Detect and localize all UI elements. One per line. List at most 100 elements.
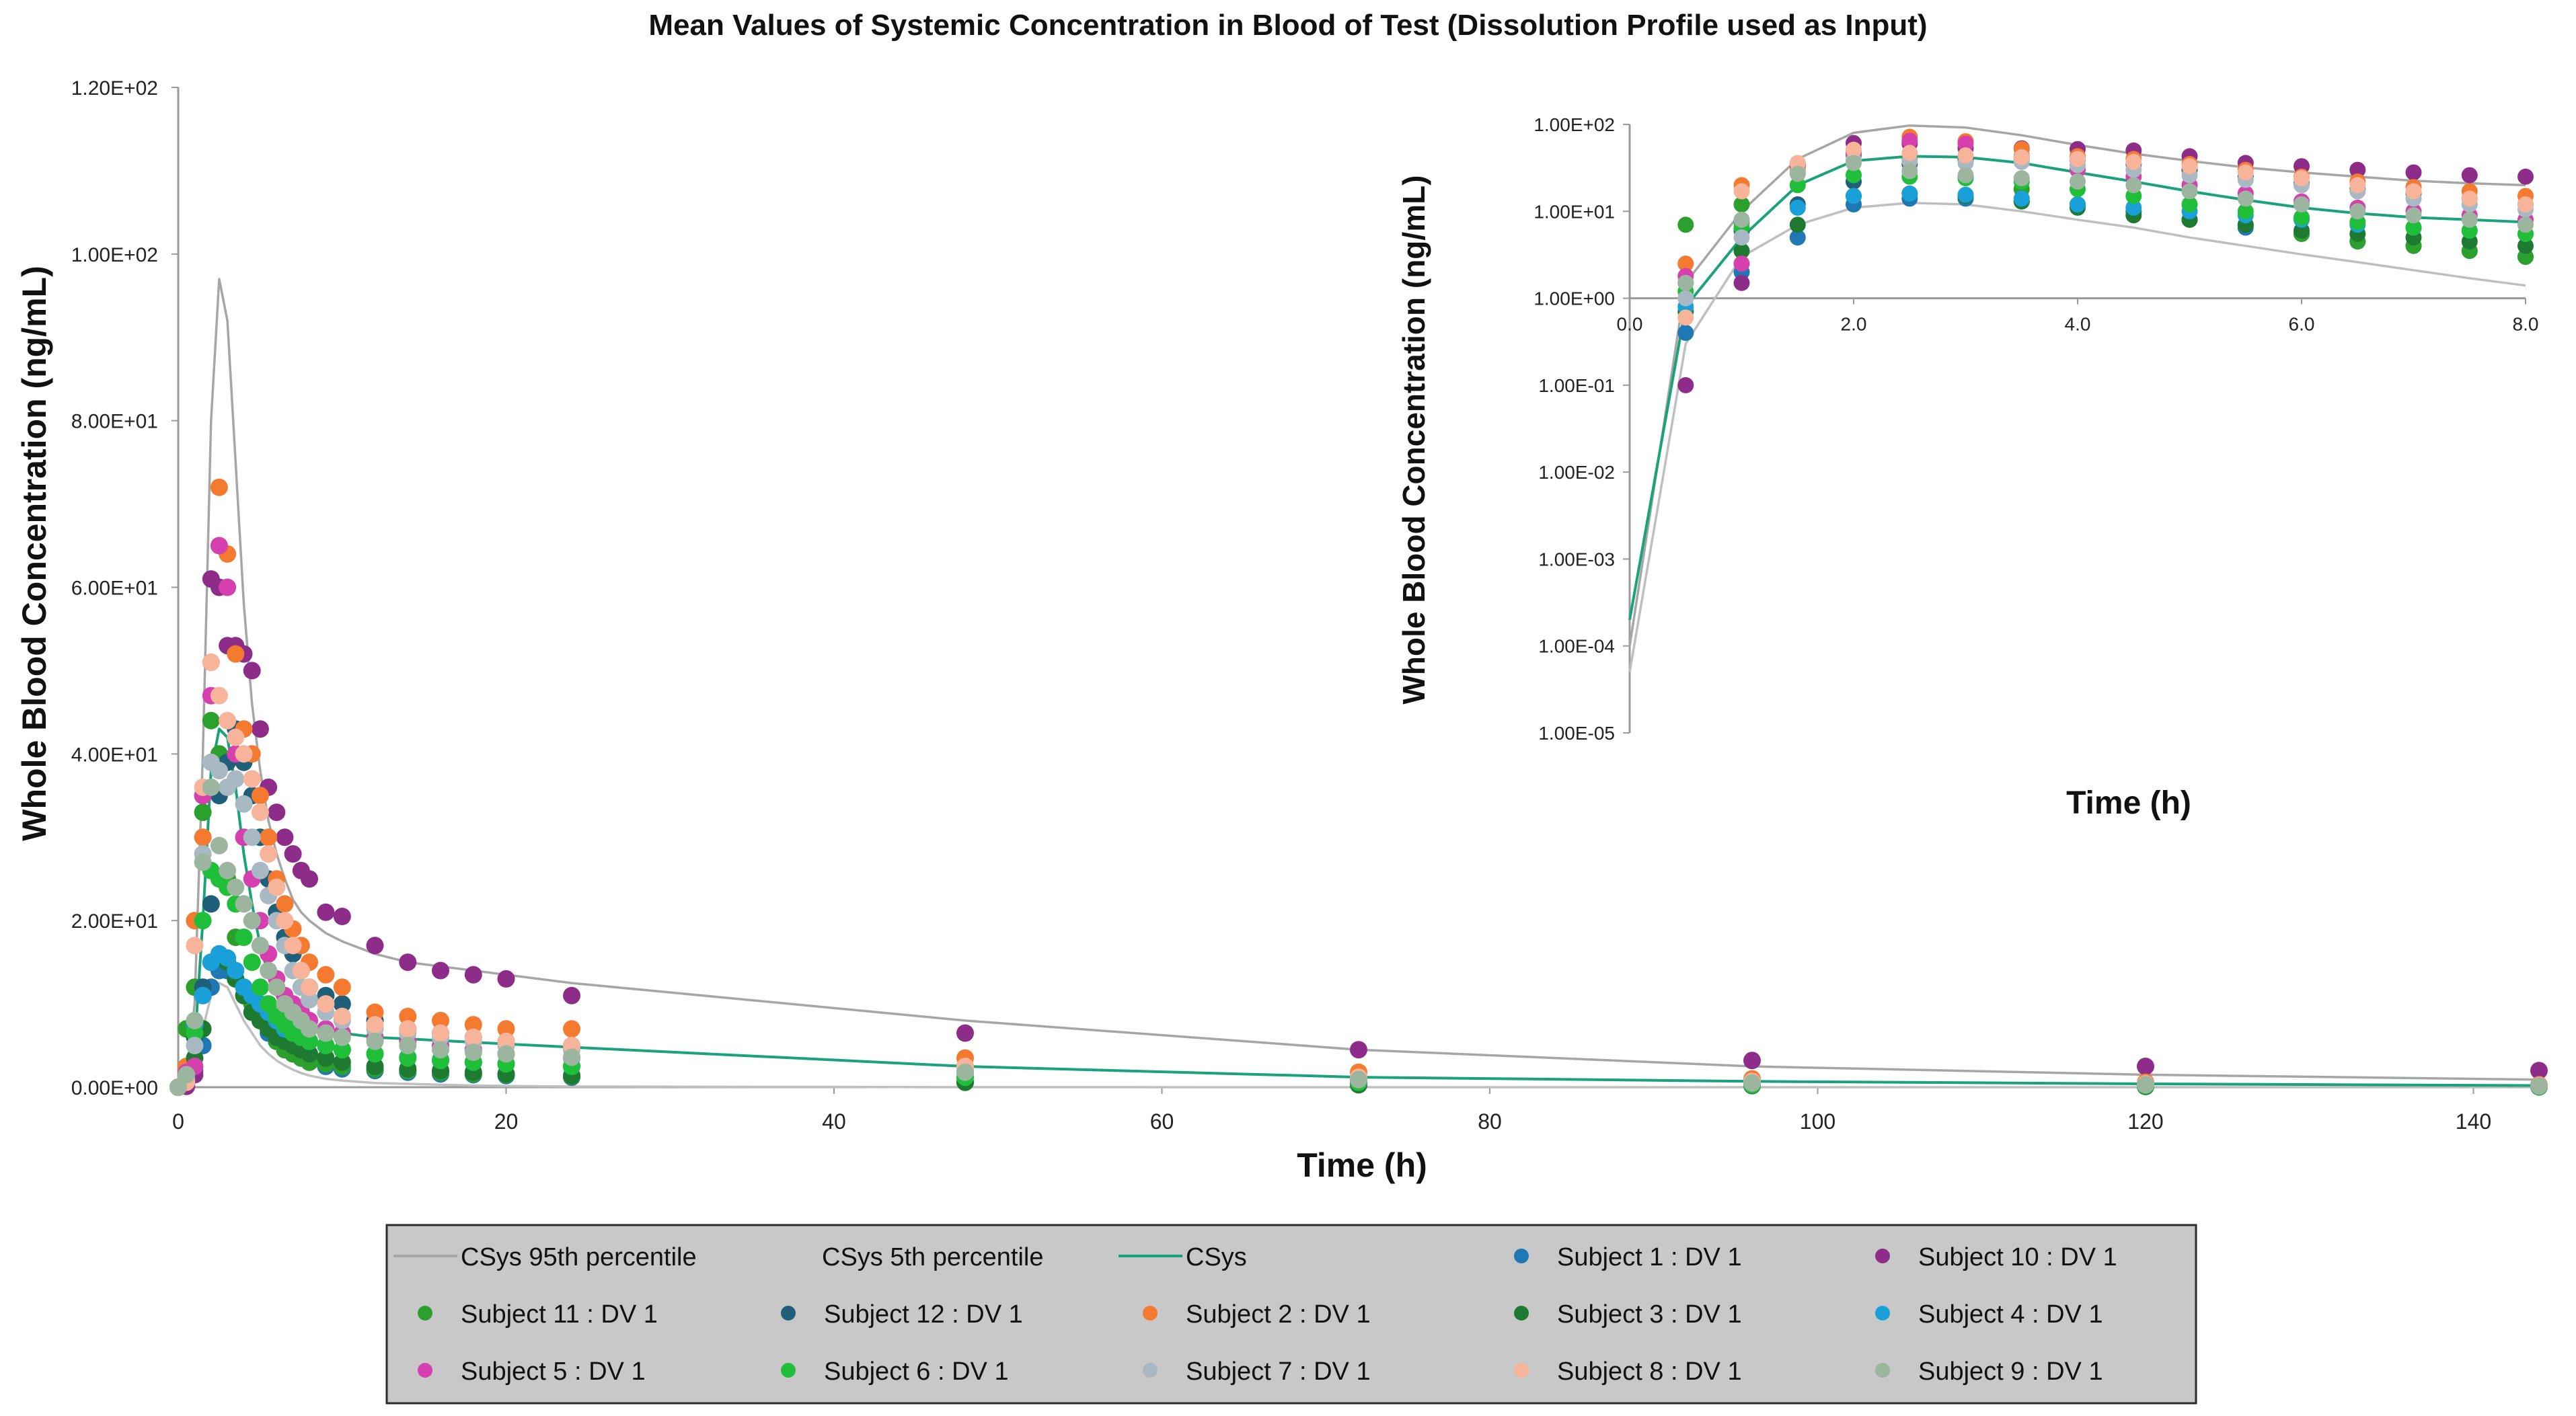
inset-point-subject-10-dv-1	[2405, 164, 2422, 181]
main-series-subject-9-dv-1	[169, 778, 2548, 1096]
main-point-subject-3-dv-1	[366, 1058, 384, 1075]
inset-point-subject-5-dv-1	[1957, 135, 1974, 152]
inset-point-subject-8-dv-1	[2181, 158, 2198, 175]
main-point-subject-9-dv-1	[260, 961, 278, 980]
main-point-subject-2-dv-1	[251, 787, 269, 805]
legend-item-csys: CSys	[1119, 1243, 1247, 1271]
main-point-subject-10-dv-1	[366, 937, 384, 955]
main-x-tick-label: 120	[2127, 1109, 2163, 1134]
legend-label: Subject 1 : DV 1	[1557, 1243, 1742, 1271]
legend-label: CSys	[1186, 1243, 1247, 1271]
main-point-subject-3-dv-1	[333, 1053, 351, 1071]
main-point-subject-8-dv-1	[317, 995, 335, 1013]
inset-series-subject-10-dv-1	[1677, 134, 2534, 393]
legend-marker-swatch	[1514, 1363, 1529, 1378]
main-y-tick-label: 2.00E+01	[71, 910, 158, 933]
inset-y-axis-title: Whole Blood Concentration (ng/mL)	[1396, 175, 1431, 704]
main-point-subject-10-dv-1	[432, 961, 449, 980]
main-line-csys-95th-percentile	[177, 278, 2540, 1088]
main-point-subject-7-dv-1	[243, 828, 261, 847]
main-point-subject-10-dv-1	[268, 803, 286, 822]
legend-item-subject-8-dv-1: Subject 8 : DV 1	[1514, 1358, 1742, 1386]
main-point-subject-2-dv-1	[366, 1003, 384, 1021]
main-point-subject-5-dv-1	[210, 537, 228, 555]
inset-point-subject-9-dv-1	[1957, 167, 1974, 184]
inset-point-subject-8-dv-1	[2517, 196, 2534, 212]
main-point-subject-9-dv-1	[333, 1028, 351, 1046]
main-point-subject-3-dv-1	[317, 1049, 335, 1067]
inset-y-tick-label: 1.00E-04	[1538, 636, 1615, 657]
legend-item-csys-5th-percentile: CSys 5th percentile	[822, 1243, 1044, 1271]
inset-point-subject-1-dv-1	[1677, 325, 1694, 341]
inset-point-subject-10-dv-1	[1677, 377, 1694, 393]
main-point-subject-9-dv-1	[956, 1063, 974, 1081]
inset-line-csys-5th-percentile	[1628, 202, 2526, 672]
main-point-subject-9-dv-1	[235, 895, 253, 913]
main-point-subject-6-dv-1	[366, 1045, 384, 1063]
legend-item-subject-9-dv-1: Subject 9 : DV 1	[1875, 1358, 2103, 1386]
main-point-subject-7-dv-1	[210, 762, 228, 780]
main-point-subject-8-dv-1	[243, 770, 261, 788]
legend: CSys 95th percentile CSys 5th percentile C…	[385, 1224, 2197, 1405]
legend-marker-swatch	[418, 1363, 432, 1378]
main-point-subject-9-dv-1	[268, 978, 286, 996]
inset-point-subject-3-dv-1	[1789, 217, 1806, 233]
inset-point-subject-8-dv-1	[1957, 147, 1974, 164]
main-point-subject-10-dv-1	[1350, 1041, 1367, 1059]
main-series-subject-12-dv-1	[169, 720, 2548, 1096]
inset-point-subject-11-dv-1	[1677, 217, 1694, 233]
main-point-subject-12-dv-1	[333, 995, 351, 1013]
main-point-subject-2-dv-1	[432, 1011, 449, 1029]
main-point-subject-9-dv-1	[202, 778, 220, 796]
main-point-subject-4-dv-1	[194, 986, 212, 1005]
main-point-subject-7-dv-1	[251, 861, 269, 879]
inset-point-subject-4-dv-1	[1901, 185, 1918, 202]
main-point-subject-7-dv-1	[301, 990, 318, 1009]
inset-point-subject-8-dv-1	[2013, 149, 2030, 165]
inset-point-subject-9-dv-1	[1789, 165, 1806, 182]
main-point-subject-7-dv-1	[227, 770, 245, 788]
inset-point-subject-8-dv-1	[1733, 183, 1750, 200]
legend-item-subject-6-dv-1: Subject 6 : DV 1	[781, 1358, 1009, 1386]
main-point-subject-6-dv-1	[317, 1037, 335, 1054]
legend-marker-swatch	[1875, 1249, 1890, 1263]
main-point-subject-2-dv-1	[399, 1007, 417, 1025]
inset-point-subject-5-dv-1	[1901, 132, 1918, 149]
main-point-subject-10-dv-1	[2530, 1062, 2548, 1080]
main-point-subject-10-dv-1	[497, 970, 515, 988]
inset-point-subject-8-dv-1	[2349, 177, 2366, 194]
main-point-subject-9-dv-1	[186, 1011, 204, 1029]
inset-y-tick-label: 1.00E+02	[1533, 114, 1615, 135]
legend-marker-swatch	[1514, 1306, 1529, 1321]
inset-point-subject-10-dv-1	[2517, 168, 2534, 185]
inset-point-subject-8-dv-1	[2294, 170, 2310, 187]
main-point-subject-10-dv-1	[251, 720, 269, 738]
inset-point-subject-3-dv-1	[2517, 237, 2534, 254]
main-point-subject-9-dv-1	[464, 1044, 482, 1061]
inset-y-tick-label: 1.00E+01	[1533, 201, 1615, 222]
main-point-subject-8-dv-1	[301, 978, 318, 996]
inset-series-subject-6-dv-1	[1677, 167, 2534, 300]
inset-series-subject-4-dv-1	[1677, 185, 2534, 315]
legend-item-subject-3-dv-1: Subject 3 : DV 1	[1514, 1300, 1742, 1329]
main-point-subject-9-dv-1	[399, 1037, 417, 1054]
main-x-tick-label: 20	[494, 1109, 519, 1134]
legend-item-subject-4-dv-1: Subject 4 : DV 1	[1875, 1300, 2103, 1329]
main-point-subject-4-dv-1	[219, 949, 237, 967]
main-point-subject-2-dv-1	[260, 828, 278, 847]
main-point-subject-10-dv-1	[399, 953, 417, 972]
main-point-subject-6-dv-1	[243, 953, 261, 972]
main-point-subject-9-dv-1	[366, 1032, 384, 1050]
main-x-tick-label: 0	[172, 1109, 184, 1134]
inset-series-subject-7-dv-1	[1677, 151, 2534, 307]
main-point-subject-2-dv-1	[276, 895, 294, 913]
legend-marker-swatch	[418, 1306, 432, 1321]
main-point-subject-11-dv-1	[194, 803, 212, 822]
inset-point-subject-8-dv-1	[2461, 190, 2478, 207]
main-point-subject-10-dv-1	[284, 845, 302, 863]
main-point-subject-8-dv-1	[497, 1032, 515, 1050]
main-point-subject-11-dv-1	[202, 711, 220, 730]
main-point-subject-9-dv-1	[210, 836, 228, 855]
inset-point-subject-9-dv-1	[2294, 196, 2310, 212]
